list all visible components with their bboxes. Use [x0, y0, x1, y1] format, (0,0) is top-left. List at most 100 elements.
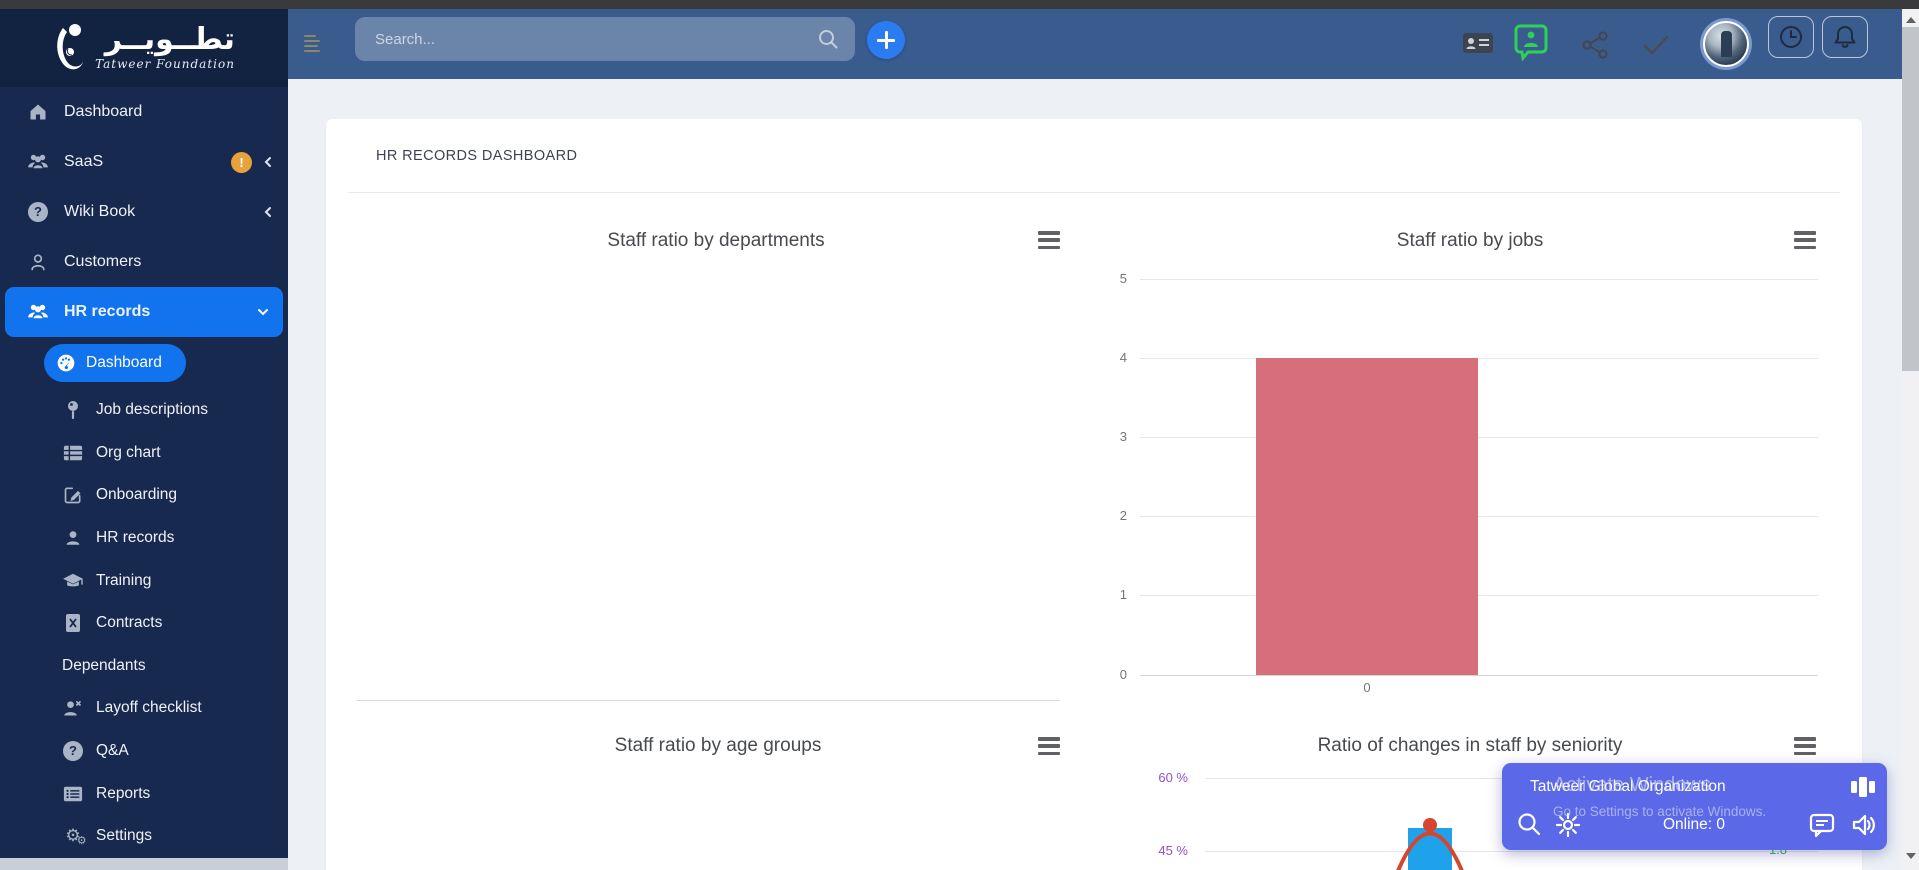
seniority-ytick: 45 %	[1158, 843, 1188, 858]
sidebar-item-dashboard[interactable]: Dashboard	[0, 87, 288, 137]
jobs-ytick: 1	[1119, 587, 1127, 602]
scrollbar-thumb[interactable]	[1902, 27, 1919, 371]
departments-axis-line	[357, 700, 1060, 701]
pen-square-icon	[62, 485, 84, 505]
sidebar-subitem-label: Dependants	[62, 656, 146, 674]
dashboard-card: HR RECORDS DASHBOARD Staff ratio by depa…	[326, 119, 1862, 870]
chat-widget[interactable]: Tatweer Global Organization Online: 0	[1502, 763, 1887, 850]
share-icon[interactable]	[1580, 31, 1610, 59]
sidebar-item-label: HR records	[64, 303, 151, 320]
topbar	[288, 9, 1902, 79]
chart-title-jobs: Staff ratio by jobs	[1396, 230, 1544, 251]
search-input[interactable]	[355, 17, 855, 61]
sidebar-item-label: SaaS	[64, 153, 104, 170]
clock-icon	[1780, 26, 1802, 48]
jobs-gridline	[1140, 358, 1818, 359]
sidebar-subitem-layoff-checklist[interactable]: Layoff checklist	[0, 687, 288, 730]
sidebar-subitem-settings[interactable]: ⚙ Settings	[0, 815, 288, 858]
sidebar-subitem-contracts[interactable]: Contracts	[0, 602, 288, 645]
card-header: HR RECORDS DASHBOARD	[348, 119, 1840, 193]
sidebar-subitem-dependants[interactable]: Dependants	[0, 645, 288, 688]
sidebar-subitem-onboarding[interactable]: Onboarding	[0, 474, 288, 517]
sidebar-subitem-reports[interactable]: Reports	[0, 772, 288, 815]
scrollbar-down-arrow-icon[interactable]	[1906, 853, 1916, 859]
sidebar-subitem-qa[interactable]: Q&A	[0, 730, 288, 773]
seniority-curve	[1396, 818, 1464, 870]
jobs-axis-line	[1140, 675, 1818, 676]
chart-title-age-groups: Staff ratio by age groups	[614, 735, 822, 756]
sidebar-subitem-job-descriptions[interactable]: Job descriptions	[0, 389, 288, 432]
sidebar-item-label: Wiki Book	[64, 203, 136, 220]
sidebar-subitem-label: Onboarding	[96, 486, 178, 504]
jobs-xtick: 0	[1363, 680, 1371, 695]
sidebar-subitem-org-chart[interactable]: Org chart	[0, 432, 288, 475]
sidebar-bottom-strip	[0, 858, 288, 870]
sidebar: تطــويــر Tatweer Foundation Dashboard S…	[0, 9, 288, 858]
user-avatar[interactable]	[1703, 21, 1749, 67]
sidebar-item-customers[interactable]: Customers	[0, 237, 288, 287]
person-x-icon	[62, 699, 84, 717]
chat-widget-title: Tatweer Global Organization	[1530, 778, 1726, 795]
saas-alert-badge: !	[231, 151, 252, 173]
sidebar-item-label: Customers	[64, 253, 142, 270]
sidebar-item-wiki-book[interactable]: Wiki Book	[0, 187, 288, 237]
sidebar-subitem-label: Training	[96, 571, 152, 589]
sidebar-subitem-label: Layoff checklist	[96, 699, 202, 717]
jobs-gridline	[1140, 437, 1818, 438]
sidebar-subitem-label: Q&A	[96, 742, 129, 760]
logo-arabic-text: تطــويــر	[104, 22, 235, 57]
person-solid-icon	[62, 529, 84, 547]
pushpin-icon	[62, 400, 84, 420]
seniority-gridline	[1205, 851, 1818, 852]
logo[interactable]: تطــويــر Tatweer Foundation	[0, 9, 288, 87]
question-circle-icon	[62, 741, 84, 762]
chat-contact-icon[interactable]	[1514, 23, 1548, 63]
vertical-scrollbar[interactable]	[1902, 9, 1919, 870]
chat-message-icon[interactable]	[1808, 811, 1836, 839]
chart-title-seniority: Ratio of changes in staff by seniority	[1317, 735, 1623, 756]
graduation-cap-icon	[62, 572, 84, 590]
sidebar-subitem-label: Org chart	[96, 443, 161, 461]
sidebar-subitem-label: Reports	[96, 784, 151, 802]
panels-icon[interactable]	[1850, 776, 1876, 798]
list-icon	[62, 785, 84, 803]
person-icon	[26, 252, 50, 272]
sidebar-item-hr-records[interactable]: HR records	[5, 287, 283, 337]
add-button[interactable]	[867, 21, 905, 59]
sidebar-item-label: Dashboard	[64, 103, 143, 120]
scrollbar-up-arrow-icon[interactable]	[1906, 17, 1916, 23]
gears-icon: ⚙	[62, 827, 87, 849]
sidebar-subitem-hr-records[interactable]: HR records	[0, 517, 288, 560]
jobs-gridline	[1140, 516, 1818, 517]
jobs-ytick: 2	[1119, 508, 1127, 523]
check-icon[interactable]	[1642, 35, 1670, 55]
sidebar-subitem-label: Dashboard	[86, 354, 162, 371]
question-circle-icon	[26, 202, 50, 222]
sidebar-item-saas[interactable]: SaaS !	[0, 137, 288, 187]
search-icon[interactable]	[817, 28, 839, 50]
sidebar-subitem-label: HR records	[96, 529, 175, 547]
sidebar-subitem-label: Settings	[96, 827, 153, 845]
chart-menu-button[interactable]	[1038, 231, 1060, 249]
notifications-button[interactable]	[1822, 16, 1868, 58]
chart-menu-button[interactable]	[1794, 737, 1816, 755]
table-list-icon	[62, 444, 84, 462]
logo-figure-icon	[57, 24, 84, 70]
jobs-gridline	[1140, 595, 1818, 596]
jobs-gridline	[1140, 279, 1818, 280]
chart-title-departments: Staff ratio by departments	[607, 230, 825, 251]
sidebar-toggle-icon[interactable]	[304, 31, 326, 55]
speaker-icon[interactable]	[1850, 811, 1878, 839]
chart-menu-button[interactable]	[1038, 737, 1060, 755]
sidebar-subitem-dashboard[interactable]: Dashboard	[44, 344, 186, 382]
sidebar-nav: Dashboard SaaS ! Wiki Book Customers	[0, 87, 288, 858]
id-card-icon[interactable]	[1462, 31, 1494, 55]
logo-subtitle: Tatweer Foundation	[95, 57, 235, 71]
chart-menu-button[interactable]	[1794, 231, 1816, 249]
chat-settings-icon[interactable]	[1554, 811, 1582, 839]
chat-search-icon[interactable]	[1516, 811, 1542, 837]
sidebar-subitem-training[interactable]: Training	[0, 559, 288, 602]
home-icon	[26, 102, 50, 122]
chevron-left-icon	[264, 157, 271, 167]
history-button[interactable]	[1768, 16, 1814, 58]
